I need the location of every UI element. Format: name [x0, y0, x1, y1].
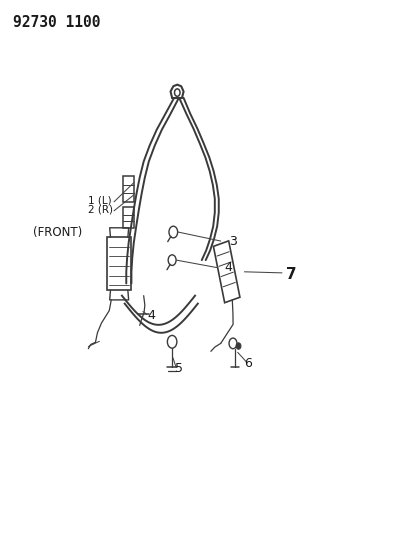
Polygon shape — [213, 241, 240, 303]
Text: 6: 6 — [244, 357, 252, 369]
Text: 4: 4 — [225, 261, 232, 274]
Bar — [123, 207, 134, 228]
Circle shape — [236, 343, 241, 349]
Text: 3: 3 — [228, 235, 236, 247]
Text: 4: 4 — [148, 309, 156, 322]
Text: 1 (L): 1 (L) — [88, 195, 112, 205]
Bar — [107, 237, 131, 290]
Bar — [123, 176, 134, 202]
Text: 7: 7 — [286, 267, 297, 282]
Text: (FRONT): (FRONT) — [33, 225, 82, 239]
Text: 5: 5 — [175, 362, 183, 375]
Text: 2 (R): 2 (R) — [88, 205, 113, 215]
Text: 92730 1100: 92730 1100 — [13, 14, 101, 30]
